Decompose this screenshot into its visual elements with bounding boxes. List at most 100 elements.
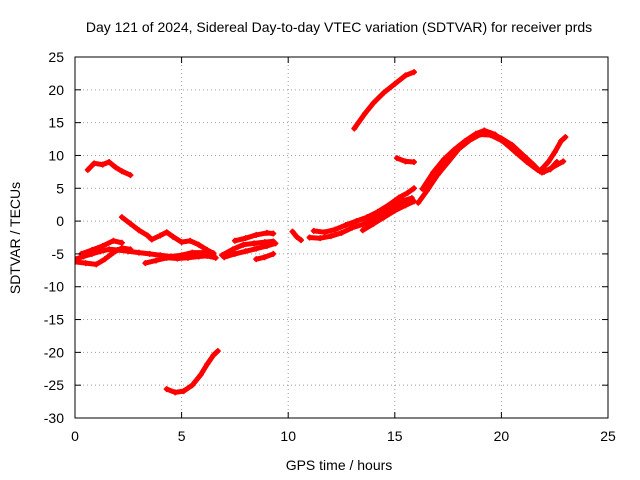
data-point: [118, 168, 125, 175]
data-point: [385, 202, 392, 209]
data-point: [75, 256, 78, 263]
data-point: [231, 237, 238, 244]
data-point: [135, 227, 142, 234]
data-point: [430, 169, 437, 176]
y-tick-label: 15: [48, 115, 64, 131]
data-point: [172, 389, 179, 396]
data-point: [402, 158, 409, 165]
series-line-s5: [119, 214, 217, 256]
y-tick-label: -10: [44, 279, 64, 295]
data-point: [404, 189, 411, 196]
data-point: [184, 254, 191, 261]
grid-lines: [75, 57, 608, 418]
data-point: [231, 250, 238, 257]
data-point: [338, 229, 345, 236]
y-tick-label: 0: [56, 213, 64, 229]
data-point: [240, 241, 247, 248]
data-point: [332, 226, 339, 233]
data-point: [101, 256, 108, 263]
y-tick-label: -5: [52, 246, 65, 262]
data-point: [466, 135, 473, 142]
data-point: [487, 130, 494, 137]
data-point: [410, 69, 417, 76]
data-point: [153, 257, 160, 264]
data-point: [270, 250, 277, 257]
data-point: [112, 164, 119, 171]
y-tick-label: 5: [56, 180, 64, 196]
data-point: [342, 222, 349, 229]
data-point: [163, 386, 170, 393]
data-point: [142, 260, 149, 267]
data-point: [127, 220, 134, 227]
data-point: [370, 220, 377, 227]
data-point: [415, 199, 422, 206]
y-tick-label: -20: [44, 344, 64, 360]
data-point: [253, 256, 260, 263]
data-point: [410, 198, 417, 205]
data-point: [270, 230, 277, 237]
data-point: [263, 229, 270, 236]
data-point: [170, 233, 177, 240]
data-point: [204, 252, 211, 259]
data-point: [391, 207, 398, 214]
data-point: [297, 237, 304, 244]
y-tick-label: 10: [48, 147, 64, 163]
data-point: [118, 214, 125, 221]
data-point: [423, 187, 430, 194]
data-point: [351, 125, 358, 132]
data-point: [106, 159, 113, 166]
data-point: [148, 236, 155, 243]
data-point: [157, 232, 164, 239]
data-point: [400, 197, 407, 204]
y-tick-label: -25: [44, 377, 64, 393]
data-point: [163, 229, 170, 236]
x-tick-label: 0: [71, 428, 79, 444]
x-tick-label: 5: [178, 428, 186, 444]
data-point: [84, 166, 91, 173]
data-point: [178, 239, 185, 246]
data-point: [180, 388, 187, 395]
data-point: [118, 239, 125, 246]
data-point: [434, 172, 441, 179]
data-point: [89, 246, 96, 253]
data-point: [110, 237, 117, 244]
data-point: [127, 246, 134, 253]
data-point: [419, 185, 426, 192]
data-point: [99, 243, 106, 250]
data-point: [349, 224, 356, 231]
data-point: [144, 232, 151, 239]
data-point: [82, 260, 89, 267]
data-point: [381, 89, 388, 96]
data-point: [229, 246, 236, 253]
data-point: [93, 261, 100, 268]
data-point: [353, 218, 360, 225]
data-series-group: [75, 69, 569, 396]
data-point: [410, 159, 417, 166]
data-point: [106, 246, 113, 253]
data-point: [402, 202, 409, 209]
x-tick-label: 15: [387, 428, 403, 444]
data-point: [410, 185, 417, 192]
series-line-s16: [351, 69, 417, 131]
data-point: [91, 160, 98, 167]
data-point: [327, 233, 334, 240]
data-point: [317, 235, 324, 242]
data-point: [321, 229, 328, 236]
data-point: [361, 110, 368, 117]
data-point: [272, 240, 279, 247]
data-point: [562, 134, 569, 141]
data-point: [261, 254, 268, 261]
data-point: [242, 248, 249, 255]
data-point: [374, 208, 381, 215]
data-point: [370, 99, 377, 106]
data-point: [293, 233, 300, 240]
data-point: [204, 246, 211, 253]
data-point: [163, 254, 170, 261]
data-point: [195, 253, 202, 260]
data-point: [558, 138, 565, 145]
data-point: [214, 348, 221, 355]
axis-ticks: [74, 56, 609, 419]
data-point: [204, 361, 211, 368]
data-point: [146, 250, 153, 257]
